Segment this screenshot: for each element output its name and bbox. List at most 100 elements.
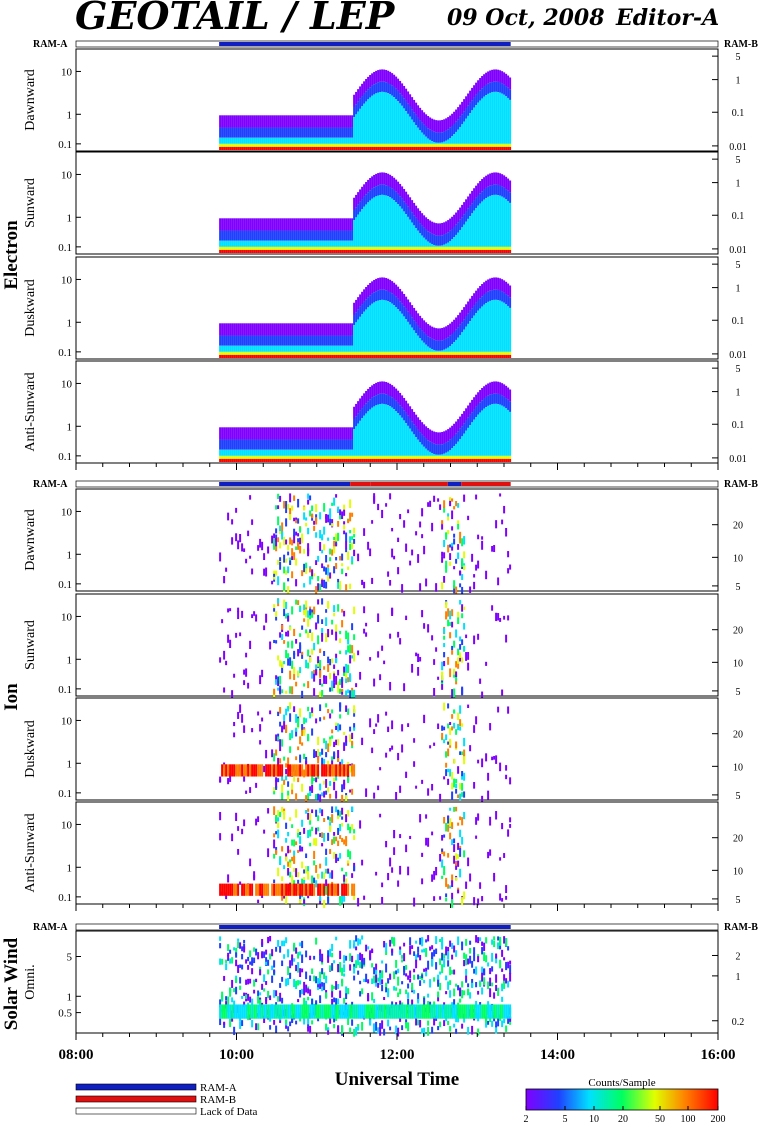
panel-label: Dawnward — [23, 69, 38, 130]
spectrogram-cell — [307, 137, 310, 144]
spectrogram-cell — [495, 289, 498, 300]
spectrogram-cell — [265, 997, 268, 1002]
spectrogram-cell — [225, 963, 228, 971]
spectrogram-cell — [293, 942, 296, 952]
spectrogram-cell — [415, 249, 418, 253]
spectrogram-cell — [307, 499, 310, 505]
spectrogram-cell — [275, 1025, 278, 1033]
spectrogram-cell — [289, 511, 292, 521]
y-tick-label-left: 10 — [61, 819, 73, 831]
spectrogram-cell — [329, 687, 332, 692]
editor-label: Editor-A — [615, 5, 719, 31]
spectrogram-cell — [497, 81, 500, 93]
spectrogram-cell — [241, 883, 244, 896]
spectrogram-cell — [319, 354, 322, 358]
spectrogram-cell — [359, 398, 362, 411]
spectrogram-cell — [231, 957, 234, 964]
spectrogram-cell — [225, 458, 228, 462]
spectrogram-cell — [367, 458, 370, 462]
spectrogram-cell — [485, 661, 488, 666]
spectrogram-cell — [245, 137, 248, 144]
spectrogram-cell — [311, 439, 314, 450]
spectrogram-cell — [373, 302, 376, 352]
spectrogram-cell — [463, 214, 466, 225]
spectrogram-cell — [323, 982, 326, 991]
spectrogram-cell — [441, 327, 444, 341]
ram-segment — [219, 482, 351, 486]
spectrogram-cell — [475, 417, 478, 456]
spectrogram-cell — [499, 351, 502, 355]
spectrogram-cell — [503, 249, 506, 253]
spectrogram-cell — [353, 406, 356, 419]
spectrogram-cell — [375, 395, 378, 406]
spectrogram-cell — [317, 984, 320, 988]
spectrogram-cell — [379, 92, 382, 144]
spectrogram-cell — [465, 96, 468, 109]
spectrogram-cell — [269, 246, 272, 250]
spectrogram-cell — [297, 828, 300, 837]
spectrogram-cell — [261, 335, 264, 346]
spectrogram-cell — [441, 732, 444, 740]
spectrogram-cell — [447, 139, 450, 144]
spectrogram-cell — [241, 137, 244, 144]
spectrogram-cell — [377, 249, 380, 253]
spectrogram-cell — [225, 345, 228, 352]
spectrogram-cell — [487, 249, 490, 253]
spectrogram-cell — [501, 93, 504, 144]
spectrogram-cell — [359, 294, 362, 307]
spectrogram-cell — [313, 955, 316, 960]
y-tick-label-left: 10 — [61, 274, 73, 286]
spectrogram-cell — [477, 534, 480, 540]
spectrogram-cell — [497, 69, 500, 82]
spectrogram-cell — [475, 105, 478, 144]
spectrogram-cell — [227, 874, 230, 883]
spectrogram-cell — [425, 455, 428, 459]
spectrogram-cell — [501, 71, 504, 84]
spectrogram-cell — [449, 143, 452, 147]
spectrogram-cell — [297, 967, 300, 973]
spectrogram-cell — [283, 501, 286, 509]
spectrogram-cell — [313, 669, 316, 674]
spectrogram-cell — [397, 455, 400, 459]
spectrogram-cell — [461, 897, 464, 906]
spectrogram-cell — [471, 354, 474, 358]
spectrogram-cell — [343, 345, 346, 352]
spectrogram-cell — [279, 858, 282, 865]
spectrogram-cell — [507, 190, 510, 201]
spectrogram-cell — [441, 684, 444, 690]
spectrogram-cell — [361, 199, 364, 210]
spectrogram-cell — [459, 428, 462, 439]
spectrogram-cell — [347, 323, 350, 336]
spectrogram-cell — [339, 143, 342, 147]
spectrogram-cell — [389, 197, 392, 247]
spectrogram-cell — [223, 427, 226, 440]
spectrogram-cell — [465, 221, 468, 247]
spectrogram-cell — [447, 347, 450, 352]
spectrogram-cell — [221, 115, 224, 128]
spectrogram-cell — [315, 560, 318, 566]
spectrogram-cell — [245, 558, 248, 564]
y-tick-label-right: 5 — [736, 52, 741, 63]
spectrogram-cell — [411, 327, 414, 352]
spectrogram-cell — [299, 708, 302, 718]
spectrogram-cell — [327, 458, 330, 462]
spectrogram-cell — [339, 439, 342, 450]
spectrogram-cell — [293, 706, 296, 713]
spectrogram-cell — [355, 299, 358, 313]
spectrogram-cell — [255, 137, 258, 144]
spectrogram-cell — [397, 880, 400, 887]
spectrogram-cell — [457, 315, 460, 328]
spectrogram-cell — [311, 505, 314, 511]
spectrogram-cell — [281, 806, 284, 813]
spectrogram-cell — [463, 749, 466, 756]
spectrogram-cell — [361, 291, 364, 305]
spectrogram-cell — [451, 321, 454, 335]
spectrogram-cell — [329, 115, 332, 128]
spectrogram-cell — [339, 764, 342, 777]
spectrogram-cell — [391, 95, 394, 144]
spectrogram-cell — [255, 146, 258, 150]
spectrogram-cell — [487, 301, 490, 352]
spectrogram-cell — [451, 246, 454, 250]
spectrogram-cell — [265, 115, 268, 128]
spectrogram-cell — [469, 425, 472, 456]
